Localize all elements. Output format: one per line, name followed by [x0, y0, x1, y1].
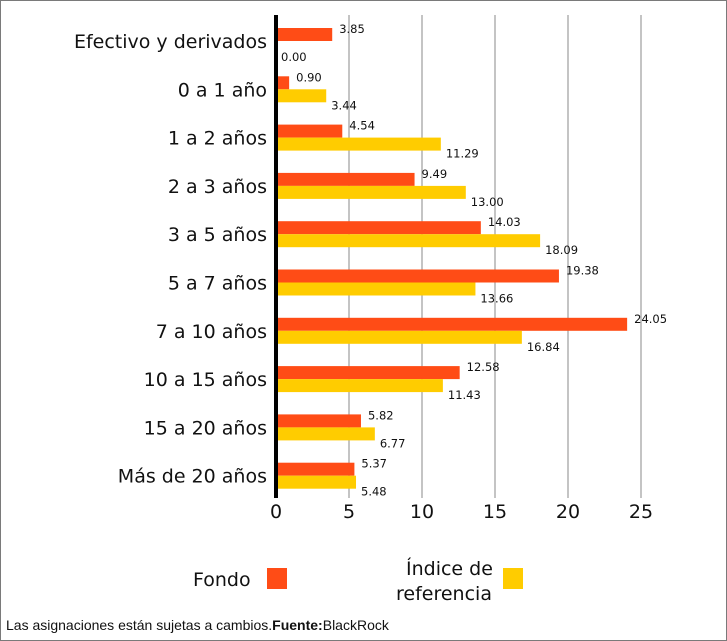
bar-fondo [276, 28, 333, 41]
value-label-fondo: 5.82 [368, 408, 394, 422]
value-labels: 3.85 0.00 0.90 3.44 4.54 11.29 9.49 13.00 14.03 1… [281, 22, 667, 499]
value-label-fondo: 4.54 [349, 119, 375, 133]
x-tick-label: 0 [270, 501, 282, 523]
category-label: 5 a 7 años [168, 273, 267, 295]
category-labels: Efectivo y derivados 0 a 1 año 1 a 2 años 2… [74, 31, 267, 488]
bars [276, 28, 628, 489]
x-tick-label: 15 [483, 501, 507, 523]
bar-fondo [276, 317, 628, 331]
x-tick-label: 5 [343, 501, 355, 523]
value-label-fondo: 5.37 [361, 457, 387, 471]
legend-label-indice-line2: referencia [396, 583, 492, 605]
bar-indice [276, 89, 327, 103]
value-label-fondo: 24.05 [634, 312, 667, 326]
category-label: Efectivo y derivados [74, 31, 267, 53]
bar-fondo [276, 124, 343, 138]
value-label-fondo: 0.90 [296, 70, 322, 84]
value-label-fondo: 14.03 [488, 215, 521, 229]
gridlines [348, 15, 642, 498]
value-label-indice: 6.77 [380, 436, 406, 450]
footer-text: Las asignaciones están sujetas a cambios… [6, 617, 273, 633]
footer-source-label: Fuente: [272, 617, 323, 633]
bar-fondo [276, 414, 361, 428]
bar-fondo [276, 462, 355, 476]
footer-note: Las asignaciones están sujetas a cambios… [6, 617, 389, 633]
category-label: Más de 20 años [118, 466, 267, 488]
category-label: 0 a 1 año [178, 79, 267, 101]
bar-fondo [276, 221, 481, 235]
bar-indice [276, 234, 541, 248]
legend-swatch-indice [503, 568, 523, 589]
bar-fondo [276, 269, 559, 283]
bar-fondo [276, 366, 460, 380]
category-label: 2 a 3 años [168, 176, 267, 198]
value-label-indice: 3.44 [331, 98, 357, 112]
legend-swatch-fondo [267, 568, 287, 589]
value-label-fondo: 3.85 [339, 22, 365, 36]
value-label-indice: 13.00 [471, 195, 504, 209]
value-label-fondo: 19.38 [566, 264, 599, 278]
bar-fondo [276, 76, 290, 90]
value-label-indice: 18.09 [545, 243, 578, 257]
value-label-indice: 11.29 [446, 147, 479, 161]
bar-fondo [276, 172, 415, 186]
x-tick-label: 10 [410, 501, 434, 523]
bar-indice [276, 282, 476, 296]
value-label-fondo: 9.49 [422, 167, 448, 181]
bar-indice [276, 185, 466, 199]
legend: Fondo Índice de referencia [193, 557, 523, 605]
value-label-indice: 0.00 [281, 50, 307, 64]
value-label-indice: 13.66 [480, 292, 513, 306]
x-tick-label: 25 [629, 501, 653, 523]
bar-indice [276, 137, 441, 151]
category-label: 7 a 10 años [156, 321, 267, 343]
legend-label-fondo: Fondo [193, 569, 251, 591]
value-label-indice: 5.48 [361, 485, 387, 499]
x-tick-label: 20 [556, 501, 580, 523]
value-label-indice: 16.84 [527, 340, 560, 354]
x-tick-labels: 0 5 10 15 20 25 [270, 501, 653, 523]
bar-indice [276, 379, 443, 393]
category-label: 15 a 20 años [144, 417, 267, 439]
value-label-indice: 11.43 [448, 388, 481, 402]
footer-source: BlackRock [322, 617, 389, 633]
bar-indice [276, 475, 357, 489]
category-label: 3 a 5 años [168, 224, 267, 246]
category-label: 1 a 2 años [168, 128, 267, 150]
legend-label-indice-line1: Índice de [406, 557, 493, 580]
category-label: 10 a 15 años [144, 369, 267, 391]
value-label-fondo: 12.58 [467, 360, 500, 374]
bar-indice [276, 330, 522, 344]
bar-indice [276, 427, 375, 441]
